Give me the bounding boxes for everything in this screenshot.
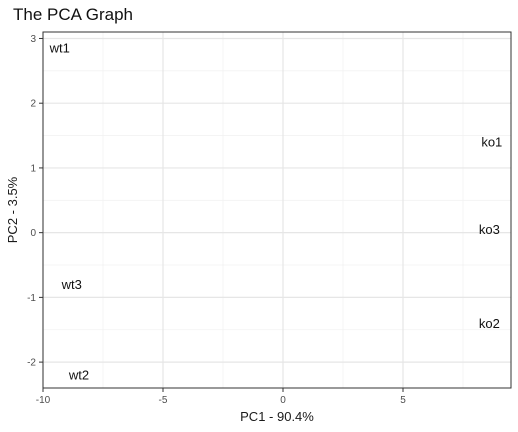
y-tick-label: 1: [30, 163, 36, 174]
point-label-wt3: wt3: [61, 277, 82, 292]
y-tick-label: 0: [30, 228, 36, 239]
y-tick-label: 2: [30, 99, 36, 110]
y-tick-label: -1: [27, 293, 36, 304]
x-tick-label: -10: [36, 395, 51, 406]
plot-panel: [43, 32, 511, 388]
point-label-ko3: ko3: [479, 222, 500, 237]
x-tick-label: 5: [400, 395, 406, 406]
y-tick-label: 3: [30, 34, 36, 45]
x-tick-label: 0: [280, 395, 286, 406]
point-label-wt1: wt1: [49, 41, 70, 56]
x-axis-title: PC1 - 90.4%: [240, 409, 314, 424]
chart-title: The PCA Graph: [13, 5, 134, 24]
point-label-ko2: ko2: [479, 316, 500, 331]
panel-border: [42, 31, 512, 389]
point-label-wt2: wt2: [68, 368, 89, 383]
y-axis-title: PC2 - 3.5%: [5, 176, 20, 243]
point-label-ko1: ko1: [481, 135, 502, 150]
x-tick-label: -5: [159, 395, 168, 406]
y-tick-label: -2: [27, 358, 36, 369]
